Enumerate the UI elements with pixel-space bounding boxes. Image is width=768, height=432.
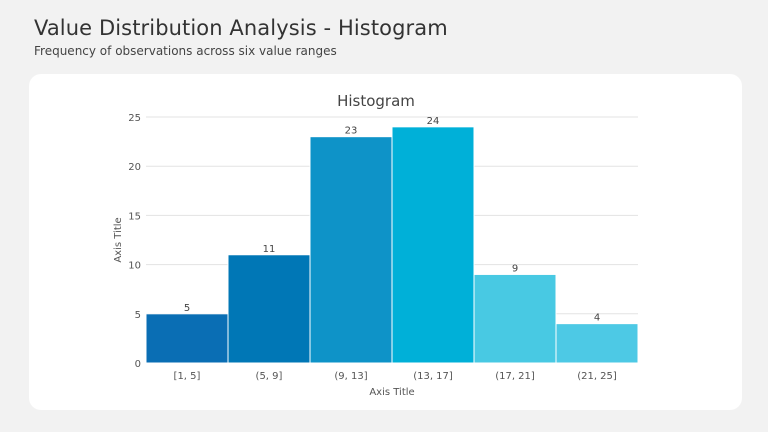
y-tick-label: 10 [128, 261, 141, 272]
y-tick-label: 0 [135, 359, 141, 370]
data-label: 5 [184, 303, 190, 314]
y-tick-label: 5 [135, 310, 141, 321]
bars [145, 126, 639, 364]
histogram-bar [227, 254, 311, 364]
x-tick-label: (17, 21] [495, 371, 535, 382]
histogram-bar [391, 126, 475, 364]
y-axis-title: Axis Title [113, 217, 124, 262]
histogram-bar [145, 313, 229, 364]
histogram-bar [309, 136, 393, 364]
histogram-chart: Histogram 0 5 10 15 20 25 5 11 23 24 9 4 [1, 5] (5,… [113, 92, 639, 398]
histogram-bar [555, 323, 639, 364]
histogram-bar [473, 273, 557, 364]
y-tick-label: 15 [128, 211, 141, 222]
x-axis-title: Axis Title [369, 387, 414, 398]
x-tick-label: (21, 25] [577, 371, 617, 382]
x-tick-labels: [1, 5] (5, 9] (9, 13] (13, 17] (17, 21] (21, … [174, 371, 617, 382]
data-label: 4 [594, 313, 600, 324]
page-title: Value Distribution Analysis - Histogram [34, 16, 448, 40]
data-labels: 5 11 23 24 9 4 [184, 116, 600, 324]
data-label: 24 [427, 116, 440, 127]
y-tick-labels: 0 5 10 15 20 25 [128, 113, 141, 370]
data-label: 9 [512, 263, 518, 274]
chart-title: Histogram [337, 92, 415, 110]
chart-card: Histogram 0 5 10 15 20 25 5 11 23 24 9 4 [1, 5] (5,… [29, 74, 742, 410]
data-label: 11 [263, 244, 276, 255]
x-tick-label: (9, 13] [334, 371, 367, 382]
y-tick-label: 20 [128, 162, 141, 173]
x-tick-label: (5, 9] [256, 371, 283, 382]
page-subtitle: Frequency of observations across six val… [34, 44, 337, 58]
data-label: 23 [345, 126, 358, 137]
x-tick-label: (13, 17] [413, 371, 453, 382]
y-tick-label: 25 [128, 113, 141, 124]
x-tick-label: [1, 5] [174, 371, 201, 382]
